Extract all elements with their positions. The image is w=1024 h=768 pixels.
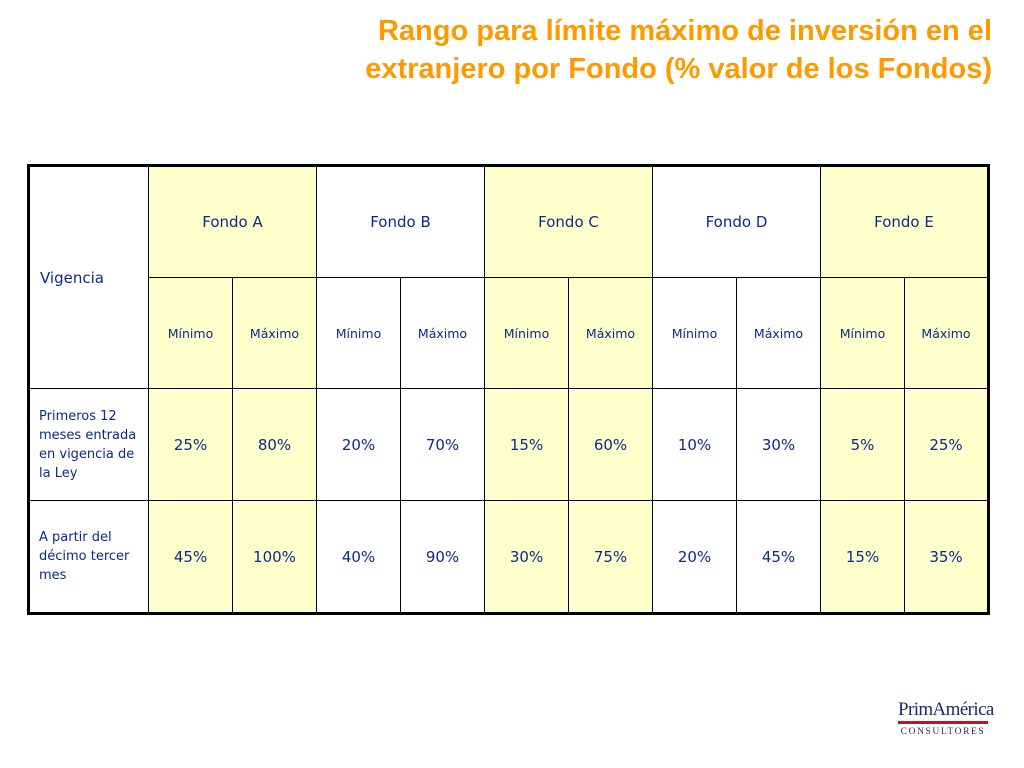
table-cell: 70%	[400, 388, 485, 501]
logo-name: PrimAmérica	[898, 699, 994, 720]
fondo-c-header: Fondo C	[484, 165, 653, 278]
fondo-c-maximo-header: Máximo	[568, 277, 653, 389]
fondo-d-minimo-header: Mínimo	[652, 277, 737, 389]
table-cell: 10%	[652, 388, 737, 501]
row-label-primeros-12-meses: Primeros 12 meses entrada en vigencia de…	[28, 388, 149, 501]
fondo-b-minimo-header: Mínimo	[316, 277, 401, 389]
table-row: Primeros 12 meses entrada en vigencia de…	[28, 388, 989, 501]
row-label-decimo-tercer-mes: A partir del décimo tercer mes	[28, 500, 149, 614]
table-cell: 100%	[232, 500, 317, 614]
fondo-d-maximo-header: Máximo	[736, 277, 821, 389]
title-line-2: extranjero por Fondo (% valor de los Fon…	[365, 53, 992, 85]
fondo-b-header: Fondo B	[316, 165, 485, 278]
table-cell: 5%	[820, 388, 905, 501]
table-cell: 35%	[904, 500, 989, 614]
fondo-b-maximo-header: Máximo	[400, 277, 485, 389]
fondo-a-minimo-header: Mínimo	[148, 277, 233, 389]
slide-title: Rango para límite máximo de inversión en…	[232, 12, 992, 88]
title-line-1: Rango para límite máximo de inversión en…	[377, 15, 992, 47]
table-cell: 20%	[316, 388, 401, 501]
fondo-header-row: Vigencia Fondo A Fondo B Fondo C Fondo D…	[28, 165, 989, 389]
fondo-e-maximo-header: Máximo	[904, 277, 989, 389]
fondo-e-minimo-header: Mínimo	[820, 277, 905, 389]
table-cell: 25%	[148, 388, 233, 501]
fondo-c-minimo-header: Mínimo	[484, 277, 569, 389]
investment-limits-table: Vigencia Fondo A Fondo B Fondo C Fondo D…	[27, 164, 990, 615]
fondo-e-header: Fondo E	[820, 165, 989, 278]
min-max-header-row: Mínimo Máximo Mínimo Máximo Mínimo Máxim…	[29, 277, 989, 389]
logo-subtitle: CONSULTORES	[900, 727, 986, 737]
fondo-d-header: Fondo D	[652, 165, 821, 278]
table-cell: 30%	[736, 388, 821, 501]
table-cell: 25%	[904, 388, 989, 501]
table-cell: 90%	[400, 500, 485, 614]
table-cell: 15%	[484, 388, 569, 501]
table-cell: 45%	[736, 500, 821, 614]
fondo-a-header: Fondo A	[148, 165, 317, 278]
table-row: A partir del décimo tercer mes 45% 100% …	[28, 500, 989, 614]
table-cell: 45%	[148, 500, 233, 614]
vigencia-header: Vigencia	[28, 165, 149, 389]
table-cell: 40%	[316, 500, 401, 614]
table-cell: 20%	[652, 500, 737, 614]
fondo-a-maximo-header: Máximo	[232, 277, 317, 389]
logo-divider	[898, 721, 988, 724]
table-cell: 60%	[568, 388, 653, 501]
primamerica-logo: PrimAmérica CONSULTORES	[898, 699, 994, 737]
table-cell: 30%	[484, 500, 569, 614]
table-cell: 75%	[568, 500, 653, 614]
table-cell: 15%	[820, 500, 905, 614]
table-cell: 80%	[232, 388, 317, 501]
